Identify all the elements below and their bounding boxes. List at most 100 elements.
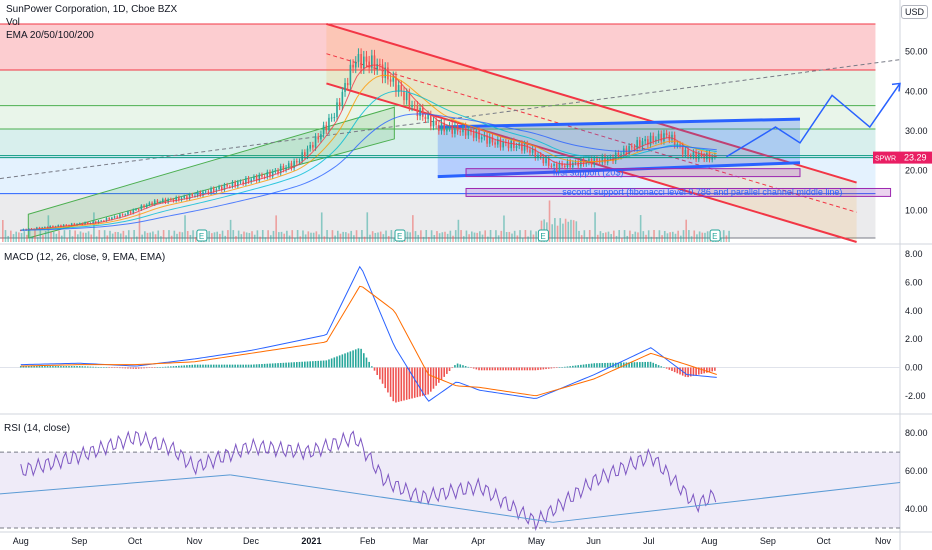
fib-zone (0, 69, 876, 106)
candle-body (298, 161, 301, 163)
candle-body (127, 211, 129, 215)
candle-body (322, 125, 325, 135)
macd-histogram-bar (253, 364, 255, 368)
volume-bar (355, 230, 358, 242)
volume-bar (428, 237, 430, 242)
macd-histogram-bar (121, 367, 124, 369)
volume-bar (706, 231, 709, 242)
candle-body (362, 56, 365, 69)
macd-histogram-bar (36, 366, 38, 368)
candle-body (97, 220, 100, 224)
volume-bar (417, 234, 419, 242)
macd-histogram-bar (183, 365, 186, 368)
candle-body (159, 202, 161, 204)
candle-body (488, 136, 491, 144)
candle-body (279, 166, 282, 174)
macd-histogram-bar (202, 364, 204, 368)
volume-bar (111, 233, 114, 242)
volume-bar (438, 233, 441, 242)
candle-body (397, 85, 400, 92)
macd-histogram-bar (113, 367, 116, 368)
candle-body (352, 64, 354, 68)
candle-body (164, 199, 167, 203)
volume-bar (192, 230, 194, 242)
candle-body (429, 114, 432, 127)
candle-body (424, 116, 427, 120)
macd-histogram-bar (657, 365, 660, 368)
macd-histogram-bar (135, 367, 137, 369)
candle-body (237, 181, 239, 187)
time-axis-tick: Oct (817, 536, 832, 546)
volume-bar (154, 234, 157, 242)
volume-bar (157, 230, 160, 242)
volume-bar (136, 236, 138, 242)
candle-body (440, 122, 443, 132)
macd-histogram-bar (282, 362, 285, 368)
volume-bar (645, 234, 647, 242)
macd-histogram-bar (352, 350, 354, 368)
macd-histogram-bar (537, 367, 539, 371)
candle-body (49, 225, 52, 228)
volume-bar (521, 237, 524, 242)
candle-body (649, 135, 652, 145)
macd-histogram-bar (188, 364, 191, 368)
volume-bar (337, 230, 339, 242)
rsi-axis-tick: 40.00 (905, 504, 928, 514)
volume-bar (168, 230, 170, 242)
volume-bar (500, 230, 503, 242)
macd-histogram-bar (505, 367, 507, 371)
macd-histogram-bar (695, 367, 697, 376)
candle-body (212, 188, 215, 192)
macd-histogram-bar (531, 367, 534, 371)
candle-body (111, 217, 113, 220)
macd-histogram-bar (301, 361, 303, 368)
macd-axis-tick: 2.00 (905, 334, 923, 344)
volume-bar (15, 231, 17, 242)
volume-bar (471, 231, 473, 242)
macd-histogram-bar (111, 367, 113, 368)
volume-bar (618, 230, 620, 242)
currency-button[interactable]: USD (900, 5, 928, 19)
candle-body (553, 164, 555, 167)
volume-bar (146, 232, 149, 242)
candle-body (218, 186, 220, 190)
volume-bar (82, 232, 84, 242)
macd-histogram-bar (526, 367, 529, 371)
volume-bar (690, 236, 693, 242)
time-axis-tick: Nov (875, 536, 892, 546)
candle-body (129, 211, 132, 214)
candle-body (143, 205, 145, 208)
volume-bar (39, 230, 42, 242)
volume-bar (208, 231, 210, 242)
volume-bar (650, 236, 653, 242)
macd-histogram-bar (679, 367, 681, 375)
macd-histogram-bar (132, 367, 135, 369)
volume-bar (339, 233, 342, 242)
candle-body (665, 133, 668, 135)
second-support-label: second support (fibonacci level 0.786 an… (562, 187, 842, 197)
volume-bar (674, 233, 677, 242)
macd-histogram-bar (580, 364, 582, 368)
candle-body (673, 134, 676, 146)
candle-body (408, 92, 411, 107)
macd-histogram-bar (49, 366, 52, 368)
macd-histogram-bar (357, 348, 360, 368)
volume-bar (554, 218, 556, 242)
macd-histogram-bar (116, 367, 119, 368)
candle-body (344, 83, 346, 92)
volume-bar (138, 212, 141, 242)
volume-bar (685, 219, 687, 242)
candle-body (588, 158, 590, 163)
candle-body (60, 225, 62, 227)
macd-histogram-bar (671, 367, 673, 371)
volume-bar (272, 230, 275, 242)
volume-bar (382, 234, 385, 242)
macd-histogram-bar (33, 366, 35, 368)
macd-histogram-bar (287, 362, 290, 368)
price-axis-tick: 40.00 (905, 86, 928, 96)
volume-bar (28, 230, 31, 242)
candle-body (338, 102, 341, 106)
volume-bar (144, 231, 146, 242)
candle-body (73, 223, 76, 226)
volume-bar (653, 230, 655, 242)
